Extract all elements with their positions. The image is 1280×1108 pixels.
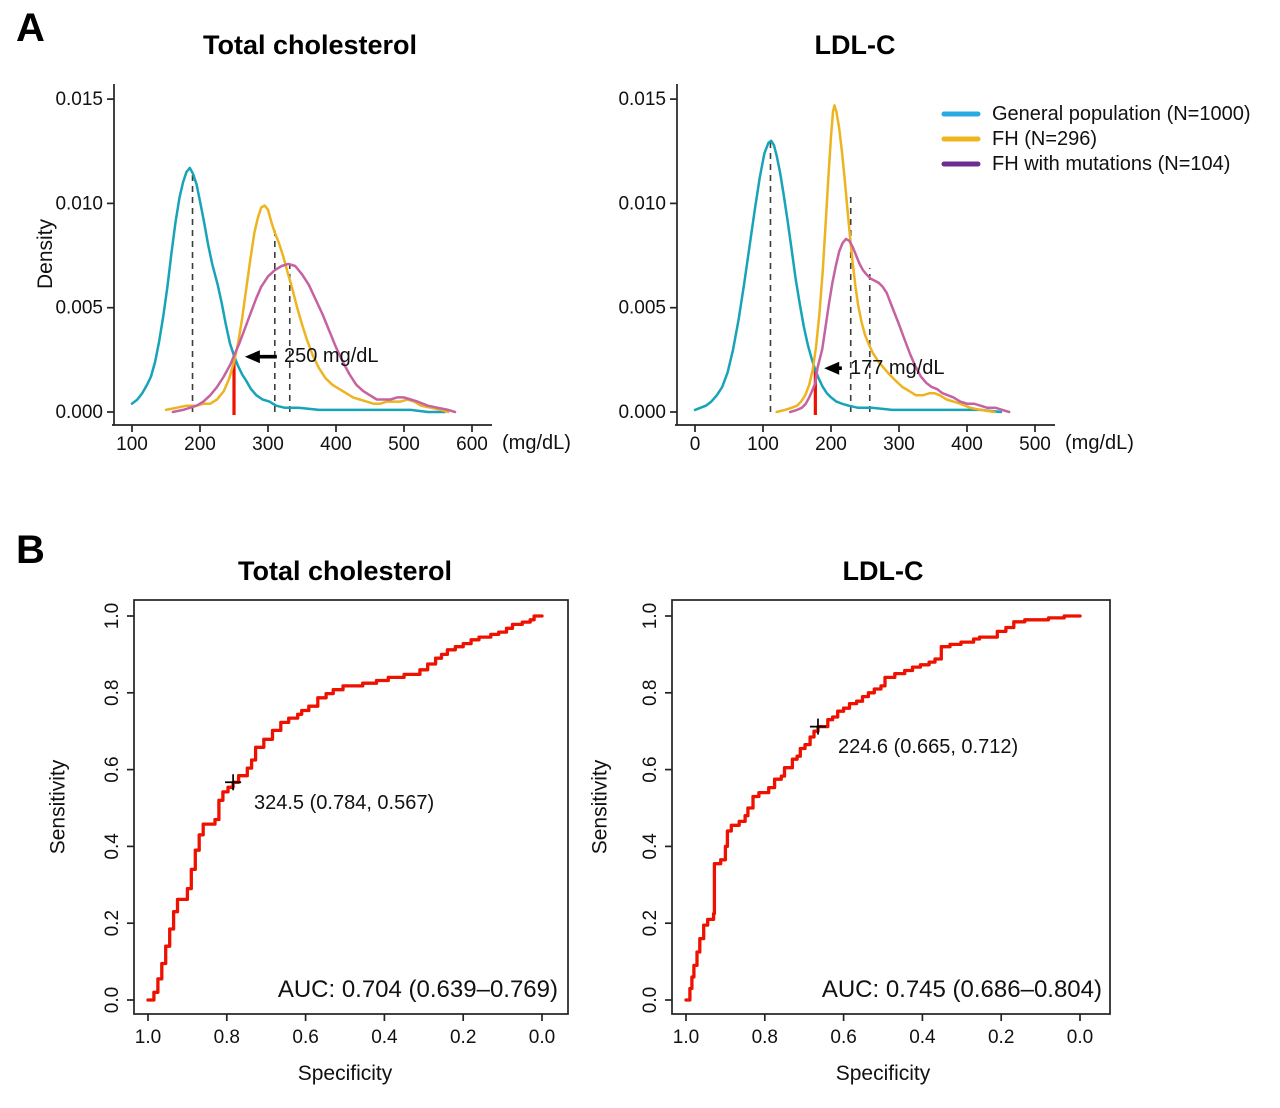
cutoff-label-tc: 250 mg/dL — [284, 345, 379, 367]
density-tc-title: Total cholesterol — [202, 30, 418, 60]
x-tick-label: 0.8 — [214, 1027, 240, 1048]
x-tick-label: 0.0 — [1067, 1027, 1093, 1048]
density-y-axis-title: Density — [34, 218, 58, 290]
y-tick-label: 0.005 — [618, 298, 666, 319]
legend-label-fh: FH (N=296) — [992, 128, 1098, 150]
arrow-head-icon — [244, 350, 260, 364]
arrow-head-icon — [824, 361, 840, 375]
density-curve-fh — [775, 104, 996, 414]
roc-ldl-point-label: 224.6 (0.665, 0.712) — [838, 736, 1019, 758]
roc-ldl-y-axis-title: Sensitivity — [588, 759, 612, 855]
y-tick-label: 0.8 — [640, 680, 661, 706]
x-tick-label: 0.0 — [529, 1027, 555, 1048]
x-tick-label: 1.0 — [673, 1027, 699, 1048]
density-curve-general-population — [693, 139, 1003, 414]
legend-label-general-population: General population (N=1000) — [992, 103, 1251, 125]
y-tick-label: 1.0 — [102, 603, 123, 629]
roc-curve — [684, 614, 1082, 1002]
y-tick-label: 0.000 — [618, 402, 666, 423]
y-tick-label: 0.0 — [102, 987, 123, 1013]
y-tick-label: 0.8 — [102, 680, 123, 706]
y-tick-label: 0.4 — [640, 833, 661, 860]
roc-ldl-title: LDL-C — [842, 556, 924, 586]
y-tick-label: 0.010 — [618, 193, 666, 214]
density-ldl-title: LDL-C — [814, 30, 896, 60]
x-tick-label: 300 — [252, 434, 284, 455]
plot-frame — [133, 599, 569, 1015]
density-ldl-x-unit: (mg/dL) — [1065, 432, 1134, 454]
x-tick-label: 0.2 — [450, 1027, 476, 1048]
plot-frame — [671, 599, 1111, 1015]
x-tick-label: 500 — [388, 434, 420, 455]
x-tick-label: 500 — [1019, 434, 1051, 455]
density-curve-fh-with-mutations — [788, 237, 1011, 414]
x-tick-label: 200 — [815, 434, 847, 455]
density-curve-fh — [164, 204, 450, 414]
panel-b-label: B — [16, 528, 45, 572]
x-tick-label: 0.6 — [292, 1027, 318, 1048]
roc-ldl-x-axis-title: Specificity — [835, 1062, 931, 1085]
y-tick-label: 1.0 — [640, 603, 661, 629]
roc-tc-point-label: 324.5 (0.784, 0.567) — [254, 792, 435, 814]
density-curve-fh-with-mutations — [171, 262, 457, 414]
x-tick-label: 400 — [951, 434, 983, 455]
x-tick-label: 600 — [456, 434, 488, 455]
y-tick-label: 0.000 — [55, 402, 103, 423]
x-tick-label: 1.0 — [135, 1027, 161, 1048]
roc-tc-x-axis-title: Specificity — [297, 1062, 393, 1085]
x-tick-label: 400 — [320, 434, 352, 455]
density-tc-x-unit: (mg/dL) — [502, 432, 571, 454]
legend-label-fh-mutations: FH with mutations (N=104) — [992, 153, 1231, 175]
roc-tc-auc-text: AUC: 0.704 (0.639–0.769) — [277, 976, 558, 1003]
roc-tc-y-axis-title: Sensitivity — [46, 759, 70, 855]
roc-curve — [146, 614, 544, 1002]
y-tick-label: 0.6 — [102, 756, 123, 782]
y-tick-label: 0.010 — [55, 193, 103, 214]
y-tick-label: 0.6 — [640, 756, 661, 782]
x-tick-label: 0.4 — [371, 1027, 398, 1048]
x-tick-label: 100 — [116, 434, 148, 455]
roc-ldl-auc-text: AUC: 0.745 (0.686–0.804) — [821, 976, 1102, 1003]
roc-tc-title: Total cholesterol — [237, 556, 453, 586]
x-tick-label: 0.4 — [909, 1027, 936, 1048]
x-tick-label: 200 — [184, 434, 216, 455]
x-tick-label: 0.8 — [752, 1027, 778, 1048]
y-tick-label: 0.2 — [102, 910, 123, 936]
y-tick-label: 0.0 — [640, 987, 661, 1013]
x-tick-label: 0.6 — [830, 1027, 856, 1048]
y-tick-label: 0.015 — [618, 89, 666, 110]
y-tick-label: 0.015 — [55, 89, 103, 110]
x-tick-label: 0 — [690, 434, 701, 455]
x-tick-label: 300 — [883, 434, 915, 455]
density-curve-general-population — [130, 166, 447, 414]
x-tick-label: 100 — [747, 434, 779, 455]
x-tick-label: 0.2 — [988, 1027, 1014, 1048]
y-tick-label: 0.2 — [640, 910, 661, 936]
panel-a-label: A — [16, 6, 45, 50]
y-tick-label: 0.005 — [55, 298, 103, 319]
cutoff-label-ldl: 177 mg/dL — [850, 357, 945, 379]
y-tick-label: 0.4 — [102, 833, 123, 860]
